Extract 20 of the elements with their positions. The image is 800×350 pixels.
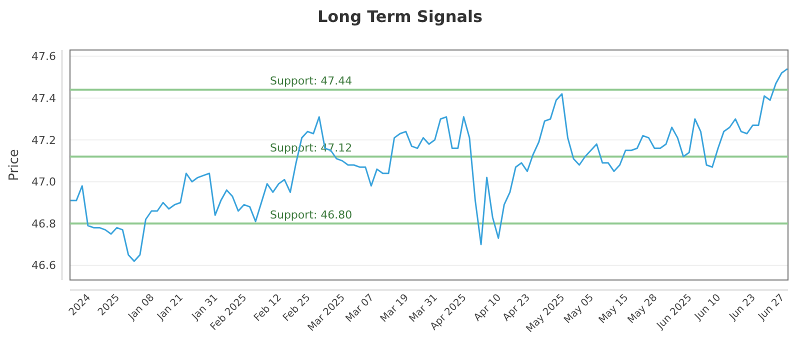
y-tick-label: 46.6 [32, 259, 56, 272]
x-tick-label: Jan 21 [154, 292, 186, 323]
y-tick-label: 47.2 [32, 134, 56, 147]
y-tick-label: 46.8 [32, 217, 56, 230]
ref-line-label: Support: 47.44 [270, 74, 352, 88]
x-tick-label: Jan 08 [126, 292, 157, 323]
x-tick-label: Jun 27 [756, 292, 787, 324]
y-tick-label: 47.0 [32, 176, 56, 189]
line-series [70, 68, 788, 262]
x-tick-label: Mar 07 [344, 292, 376, 325]
x-tick-label: Apr 10 [472, 292, 504, 324]
x-tick-label: Feb 12 [252, 292, 284, 324]
y-tick-label: 47.4 [32, 92, 56, 105]
ref-line-label: Support: 46.80 [270, 208, 352, 222]
y-tick-label: 47.6 [32, 50, 56, 64]
x-tick-label: Apr 23 [501, 292, 532, 324]
x-tick-label: Jun 23 [727, 292, 758, 324]
chart-title: Long Term Signals [317, 7, 483, 26]
x-tick-label: Jun 10 [692, 292, 724, 324]
y-axis-title: Price [7, 149, 22, 181]
